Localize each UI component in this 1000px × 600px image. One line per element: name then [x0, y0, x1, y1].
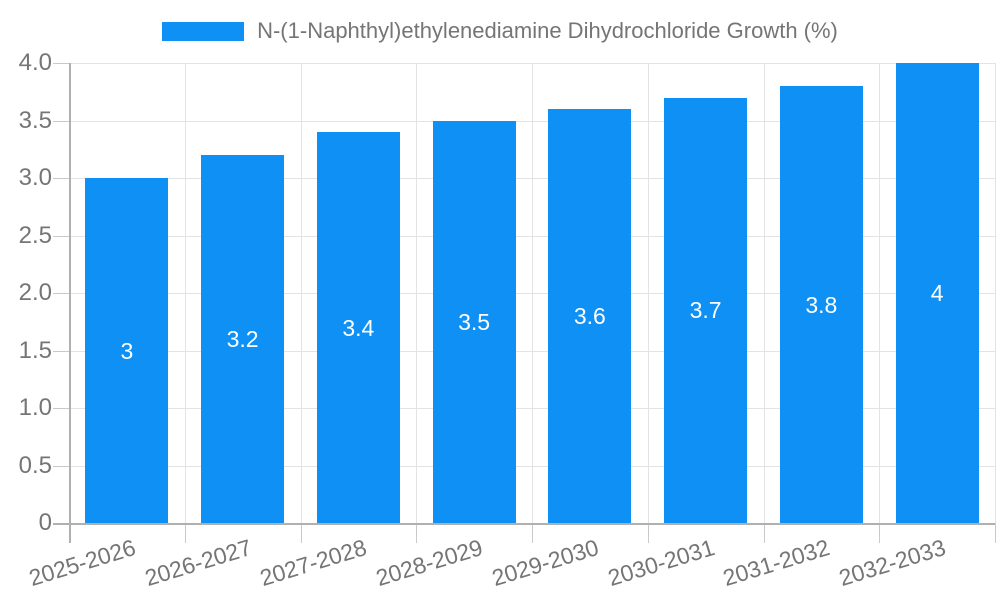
y-tick-label: 2.5 [18, 221, 52, 249]
v-gridline [879, 63, 881, 523]
y-tick-label: 4.0 [18, 49, 52, 76]
bar [201, 155, 285, 523]
x-tick [532, 523, 533, 543]
x-tick [300, 523, 302, 543]
x-tick [995, 523, 996, 543]
bar-value-label: 3.6 [573, 303, 606, 329]
legend: N-(1-Naphthyl)ethylenediamine Dihydrochl… [0, 18, 1000, 44]
bar [85, 178, 169, 523]
y-tick-label: 3.0 [18, 164, 52, 191]
bar-value-label: 3 [120, 337, 134, 364]
y-tick [53, 350, 69, 352]
bar-value-label: 3.4 [342, 314, 375, 341]
x-tick [416, 523, 418, 543]
y-tick-label: 3.5 [18, 106, 52, 134]
y-tick [53, 63, 69, 64]
v-gridline [416, 63, 418, 523]
v-gridline [184, 63, 186, 523]
v-gridline [763, 63, 765, 523]
bar [895, 63, 979, 523]
bar-value-label: 3.8 [805, 291, 838, 318]
y-tick [53, 120, 69, 122]
y-tick [53, 408, 69, 409]
v-gridline [300, 63, 302, 523]
x-axis-line [53, 523, 995, 525]
y-tick-label: 0 [38, 509, 52, 536]
bar-value-label: 4 [930, 280, 944, 306]
legend-label: N-(1-Naphthyl)ethylenediamine Dihydrochl… [257, 18, 838, 43]
y-tick [53, 235, 69, 237]
bar-value-label: 3.5 [458, 308, 491, 335]
v-gridline [532, 63, 533, 523]
legend-swatch [162, 21, 245, 41]
bar-value-label: 3.7 [689, 297, 722, 324]
bar [548, 109, 632, 523]
y-tick-label: 1.5 [18, 336, 52, 364]
y-axis-line [69, 63, 71, 543]
x-tick [647, 523, 649, 543]
x-tick [763, 523, 765, 543]
y-tick-label: 1.0 [18, 394, 52, 421]
v-gridline [647, 63, 649, 523]
bar [316, 132, 400, 523]
bar [779, 86, 863, 523]
bar-value-label: 3.2 [226, 326, 259, 352]
y-tick [53, 293, 69, 294]
y-tick-label: 0.5 [18, 451, 52, 479]
y-tick [53, 178, 69, 179]
x-tick [184, 523, 186, 543]
x-tick [879, 523, 881, 543]
v-gridline [995, 63, 996, 523]
y-tick-label: 2.0 [18, 279, 52, 306]
bar [664, 97, 748, 523]
y-tick [53, 465, 69, 467]
bar [432, 120, 516, 523]
